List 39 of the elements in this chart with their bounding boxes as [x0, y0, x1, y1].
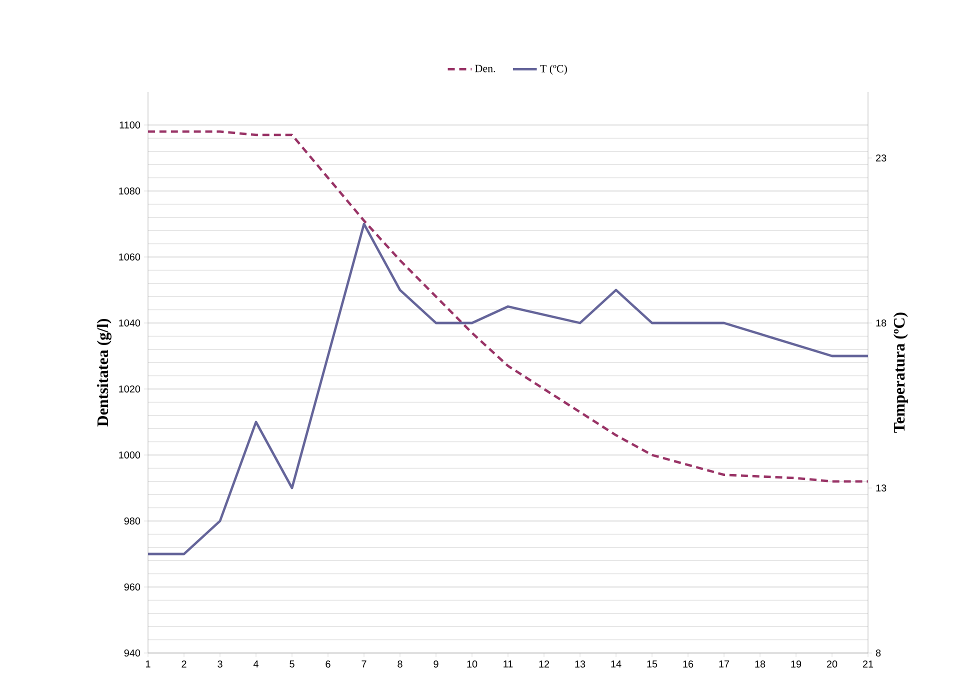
x-tick-label: 6 [326, 660, 330, 668]
x-tick-label: 10 [467, 660, 478, 668]
x-tick-label: 15 [647, 660, 658, 668]
y2-tick-label: 23 [876, 154, 886, 162]
x-tick-label: 8 [398, 660, 402, 668]
y-tick-label: 1000 [119, 451, 140, 459]
legend-label: T (ºC) [540, 64, 567, 75]
x-tick-label: 13 [575, 660, 586, 668]
y2-tick-label: 13 [876, 484, 886, 492]
x-tick-label: 7 [362, 660, 366, 668]
x-tick-label: 11 [504, 660, 513, 668]
y-tick-label: 1020 [119, 385, 140, 393]
x-tick-label: 19 [791, 660, 802, 668]
x-tick-label: 18 [755, 660, 766, 668]
y-tick-label: 1080 [119, 187, 140, 195]
y-axis-title: Dentsitatea (g/l) [96, 318, 112, 426]
y2-tick-label: 18 [876, 319, 886, 327]
x-tick-label: 9 [434, 660, 438, 668]
y2-axis-title: Temperatura (ºC) [893, 312, 908, 433]
y-tick-label: 1060 [119, 253, 140, 261]
x-tick-label: 16 [683, 660, 694, 668]
y-tick-label: 960 [124, 583, 140, 591]
y2-tick-label: 8 [876, 649, 881, 657]
y-tick-label: 1040 [119, 319, 140, 327]
y-tick-label: 940 [124, 649, 140, 657]
x-tick-label: 2 [182, 660, 186, 668]
y-tick-label: 1100 [120, 121, 140, 129]
y-tick-label: 980 [124, 517, 140, 525]
x-tick-label: 3 [218, 660, 222, 668]
x-tick-label: 5 [290, 660, 294, 668]
legend-label: Den. [475, 64, 496, 72]
x-tick-label: 12 [539, 660, 550, 668]
x-tick-label: 1 [146, 660, 150, 668]
x-tick-label: 20 [826, 660, 838, 668]
x-tick-label: 17 [719, 660, 730, 668]
x-tick-label: 4 [253, 660, 258, 668]
x-tick-label: 14 [611, 660, 622, 668]
line-series [148, 222, 868, 556]
x-tick-label: 21 [862, 660, 874, 668]
